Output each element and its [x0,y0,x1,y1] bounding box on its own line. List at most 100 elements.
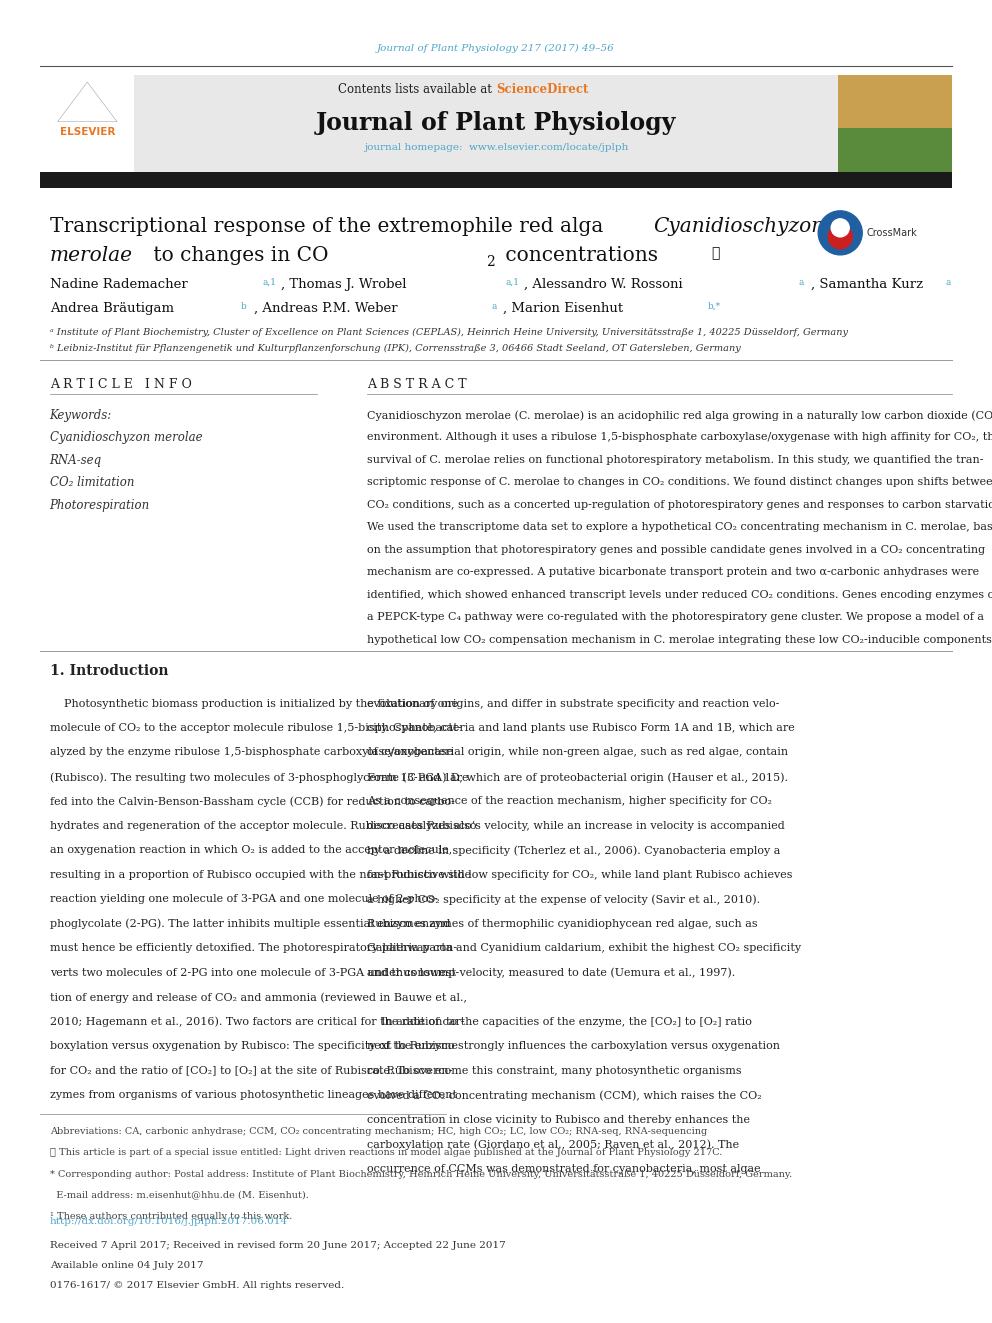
Text: A R T I C L E   I N F O: A R T I C L E I N F O [50,378,191,392]
Text: Nadine Rademacher: Nadine Rademacher [50,278,187,291]
Text: , Andreas P.M. Weber: , Andreas P.M. Weber [254,302,398,315]
FancyBboxPatch shape [838,128,952,172]
Text: concentration in close vicinity to Rubisco and thereby enhances the: concentration in close vicinity to Rubis… [367,1114,750,1125]
Text: , Thomas J. Wrobel: , Thomas J. Wrobel [281,278,407,291]
Text: 2: 2 [486,255,495,270]
Text: Andrea Bräutigam: Andrea Bräutigam [50,302,174,315]
Text: environment. Although it uses a ribulose 1,5-bisphosphate carboxylase/oxygenase : environment. Although it uses a ribulose… [367,433,992,442]
Text: Photosynthetic biomass production is initialized by the fixation of one: Photosynthetic biomass production is ini… [50,699,457,709]
Text: rate. To overcome this constraint, many photosynthetic organisms: rate. To overcome this constraint, many … [367,1066,742,1076]
Text: a,1: a,1 [506,278,520,287]
Text: an oxygenation reaction in which O₂ is added to the acceptor molecule,: an oxygenation reaction in which O₂ is a… [50,845,451,856]
Text: Transcriptional response of the extremophile red alga: Transcriptional response of the extremop… [50,217,609,235]
Text: CrossMark: CrossMark [866,228,917,238]
Text: on the assumption that photorespiratory genes and possible candidate genes invol: on the assumption that photorespiratory … [367,545,985,554]
Text: molecule of CO₂ to the acceptor molecule ribulose 1,5-bisphosphate, cat-: molecule of CO₂ to the acceptor molecule… [50,722,461,733]
Text: boxylation versus oxygenation by Rubisco: The specificity of the enzyme: boxylation versus oxygenation by Rubisco… [50,1041,457,1052]
Text: must hence be efficiently detoxified. The photorespiratory pathway con-: must hence be efficiently detoxified. Th… [50,943,456,954]
Text: , Samantha Kurz: , Samantha Kurz [811,278,924,291]
FancyBboxPatch shape [838,75,952,172]
Text: E-mail address: m.eisenhut@hhu.de (M. Eisenhut).: E-mail address: m.eisenhut@hhu.de (M. Ei… [50,1191,309,1200]
Circle shape [828,225,852,249]
Text: ELSEVIER: ELSEVIER [60,127,115,138]
Text: A B S T R A C T: A B S T R A C T [367,378,466,392]
Text: journal homepage:  www.elsevier.com/locate/jplph: journal homepage: www.elsevier.com/locat… [364,143,628,152]
Text: Cyanidioschyzon merolae (C. merolae) is an acidophilic red alga growing in a nat: Cyanidioschyzon merolae (C. merolae) is … [367,410,992,421]
Text: a: a [491,302,496,311]
Text: tion of energy and release of CO₂ and ammonia (reviewed in Bauwe et al.,: tion of energy and release of CO₂ and am… [50,992,466,1003]
Text: RNA-seq: RNA-seq [50,454,102,467]
Text: of cyanobacterial origin, while non-green algae, such as red algae, contain: of cyanobacterial origin, while non-gree… [367,747,789,758]
Text: , Marion Eisenhut: , Marion Eisenhut [503,302,623,315]
Text: zymes from organisms of various photosynthetic lineages have different: zymes from organisms of various photosyn… [50,1090,456,1101]
Text: hydrates and regeneration of the acceptor molecule. Rubisco catalyzes also: hydrates and regeneration of the accepto… [50,820,476,831]
Circle shape [831,218,849,237]
Text: We used the transcriptome data set to explore a hypothetical CO₂ concentrating m: We used the transcriptome data set to ex… [367,523,992,532]
Text: , Alessandro W. Rossoni: , Alessandro W. Rossoni [524,278,682,291]
Text: ᵃ Institute of Plant Biochemistry, Cluster of Excellence on Plant Sciences (CEPL: ᵃ Institute of Plant Biochemistry, Clust… [50,328,847,337]
Text: survival of C. merolae relies on functional photorespiratory metabolism. In this: survival of C. merolae relies on functio… [367,455,983,464]
Text: city. Cyanobacteria and land plants use Rubisco Form 1A and 1B, which are: city. Cyanobacteria and land plants use … [367,722,795,733]
Text: ★ This article is part of a special issue entitled: Light driven reactions in mo: ★ This article is part of a special issu… [50,1148,722,1158]
Text: 0176-1617/ © 2017 Elsevier GmbH. All rights reserved.: 0176-1617/ © 2017 Elsevier GmbH. All rig… [50,1281,344,1290]
Text: fed into the Calvin-Benson-Bassham cycle (CCB) for reduction to carbo-: fed into the Calvin-Benson-Bassham cycle… [50,796,454,807]
Text: 1. Introduction: 1. Introduction [50,664,168,679]
Text: occurrence of CCMs was demonstrated for cyanobacteria, most algae: occurrence of CCMs was demonstrated for … [367,1164,761,1174]
Text: As a consequence of the reaction mechanism, higher specificity for CO₂: As a consequence of the reaction mechani… [367,796,772,807]
Text: fast Rubisco with low specificity for CO₂, while land plant Rubisco achieves: fast Rubisco with low specificity for CO… [367,871,793,880]
Text: b,*: b,* [707,302,720,311]
Text: ᵇ Leibniz-Institut für Pflanzengenetik und Kulturpflanzenforschung (IPK), Corren: ᵇ Leibniz-Institut für Pflanzengenetik u… [50,344,740,353]
Text: to changes in CO: to changes in CO [147,246,328,265]
Text: Available online 04 July 2017: Available online 04 July 2017 [50,1261,203,1270]
Text: Journal of Plant Physiology: Journal of Plant Physiology [315,111,677,135]
Text: hypothetical low CO₂ compensation mechanism in C. merolae integrating these low : hypothetical low CO₂ compensation mechan… [367,635,992,644]
Text: a: a [799,278,804,287]
Text: Cyanidioschyzon merolae: Cyanidioschyzon merolae [50,431,202,445]
Text: CO₂ limitation: CO₂ limitation [50,476,134,490]
Text: scriptomic response of C. merolae to changes in CO₂ conditions. We found distinc: scriptomic response of C. merolae to cha… [367,478,992,487]
Text: a PEPCK-type C₄ pathway were co-regulated with the photorespiratory gene cluster: a PEPCK-type C₄ pathway were co-regulate… [367,613,984,622]
Circle shape [818,210,862,255]
Text: a: a [945,278,950,287]
Text: carboxylation rate (Giordano et al., 2005; Raven et al., 2012). The: carboxylation rate (Giordano et al., 200… [367,1139,739,1150]
Text: In addition to the capacities of the enzyme, the [CO₂] to [O₂] ratio: In addition to the capacities of the enz… [367,1016,752,1027]
Text: (Rubisco). The resulting two molecules of 3-phosphoglycerate (3-PGA) are: (Rubisco). The resulting two molecules o… [50,773,468,782]
Text: Galdieria parta and Cyanidium caldarium, exhibit the highest CO₂ specificity: Galdieria parta and Cyanidium caldarium,… [367,943,802,954]
Text: Form 1C and 1D, which are of proteobacterial origin (Hauser et al., 2015).: Form 1C and 1D, which are of proteobacte… [367,773,788,782]
Text: evolved a CO₂ concentrating mechanism (CCM), which raises the CO₂: evolved a CO₂ concentrating mechanism (C… [367,1090,762,1101]
Text: Cyanidioschyzon: Cyanidioschyzon [653,217,824,235]
Text: Contents lists available at: Contents lists available at [338,83,496,97]
Text: Received 7 April 2017; Received in revised form 20 June 2017; Accepted 22 June 2: Received 7 April 2017; Received in revis… [50,1241,505,1250]
Text: 2010; Hagemann et al., 2016). Two factors are critical for the rate of car-: 2010; Hagemann et al., 2016). Two factor… [50,1016,464,1027]
Text: Keywords:: Keywords: [50,409,112,422]
Text: next to Rubisco strongly influences the carboxylation versus oxygenation: next to Rubisco strongly influences the … [367,1041,780,1052]
Text: CO₂ conditions, such as a concerted up-regulation of photorespiratory genes and : CO₂ conditions, such as a concerted up-r… [367,500,992,509]
Text: and thus lowest velocity, measured to date (Uemura et al., 1997).: and thus lowest velocity, measured to da… [367,968,735,978]
Text: ¹ These authors contributed equally to this work.: ¹ These authors contributed equally to t… [50,1212,292,1221]
Text: evolutionary origins, and differ in substrate specificity and reaction velo-: evolutionary origins, and differ in subs… [367,699,780,709]
Text: Rubisco enzymes of thermophilic cyanidiophycean red algae, such as: Rubisco enzymes of thermophilic cyanidio… [367,918,758,929]
Text: ☆: ☆ [711,246,719,261]
Text: Abbreviations: CA, carbonic anhydrase; CCM, CO₂ concentrating mechanism; HC, hig: Abbreviations: CA, carbonic anhydrase; C… [50,1127,707,1136]
Text: mechanism are co-expressed. A putative bicarbonate transport protein and two α-c: mechanism are co-expressed. A putative b… [367,568,979,577]
Text: ScienceDirect: ScienceDirect [496,83,588,97]
Text: Photorespiration: Photorespiration [50,499,150,512]
Text: verts two molecules of 2-PG into one molecule of 3-PGA under consump-: verts two molecules of 2-PG into one mol… [50,968,458,978]
FancyBboxPatch shape [40,75,134,172]
Text: http://dx.doi.org/10.1016/j.jplph.2017.06.014: http://dx.doi.org/10.1016/j.jplph.2017.0… [50,1217,288,1226]
Text: for CO₂ and the ratio of [CO₂] to [O₂] at the site of Rubisco. Rubisco en-: for CO₂ and the ratio of [CO₂] to [O₂] a… [50,1066,452,1076]
FancyBboxPatch shape [134,75,838,172]
Text: Journal of Plant Physiology 217 (2017) 49–56: Journal of Plant Physiology 217 (2017) 4… [377,44,615,53]
Text: a,1: a,1 [263,278,277,287]
Text: merolae: merolae [50,246,133,265]
Text: resulting in a proportion of Rubisco occupied with the non-productive side: resulting in a proportion of Rubisco occ… [50,871,471,880]
Text: b: b [241,302,247,311]
Text: a higher CO₂ specificity at the expense of velocity (Savir et al., 2010).: a higher CO₂ specificity at the expense … [367,894,760,905]
Text: * Corresponding author: Postal address: Institute of Plant Biochemistry, Heinric: * Corresponding author: Postal address: … [50,1170,792,1179]
Text: phoglycolate (2-PG). The latter inhibits multiple essential enzymes and: phoglycolate (2-PG). The latter inhibits… [50,918,450,929]
Text: decreases Rubisco’s velocity, while an increase in velocity is accompanied: decreases Rubisco’s velocity, while an i… [367,820,785,831]
FancyBboxPatch shape [40,172,952,188]
Text: concentrations: concentrations [499,246,658,265]
Text: by a decline in specificity (Tcherlez et al., 2006). Cyanobacteria employ a: by a decline in specificity (Tcherlez et… [367,845,781,856]
Text: identified, which showed enhanced transcript levels under reduced CO₂ conditions: identified, which showed enhanced transc… [367,590,992,599]
